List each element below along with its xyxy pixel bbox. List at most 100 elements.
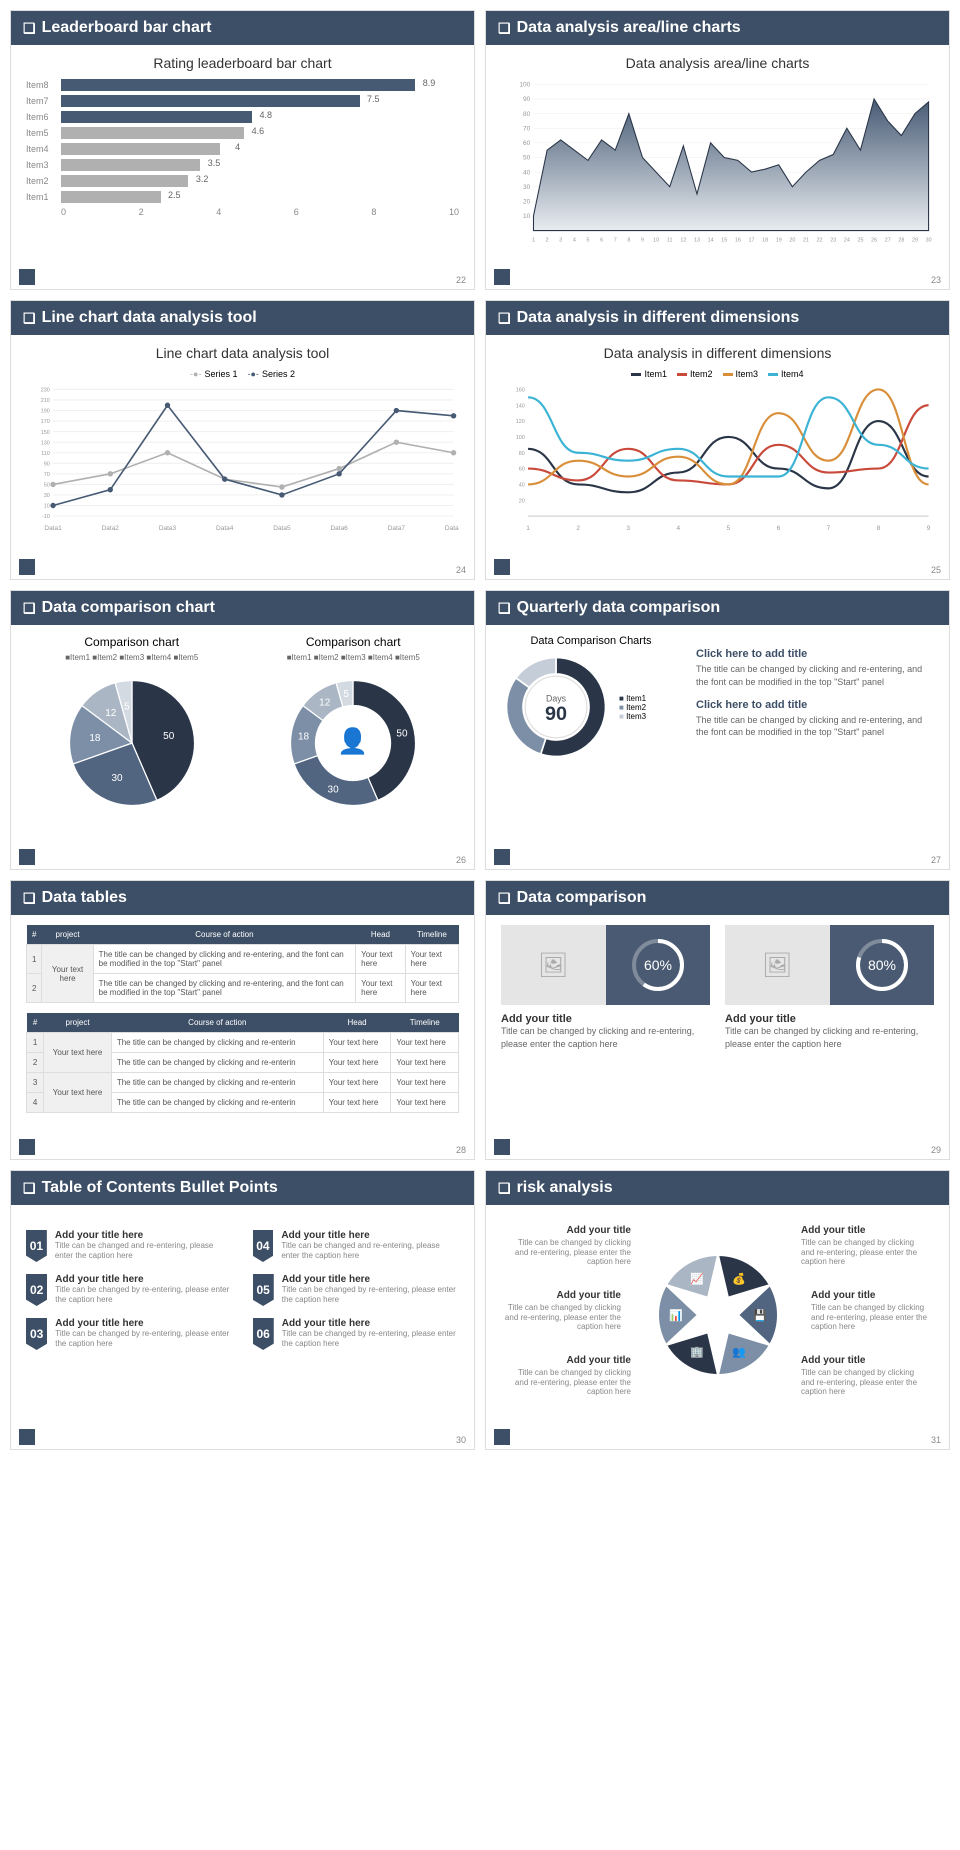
svg-text:7: 7 <box>614 237 617 243</box>
table-cell: Your text here <box>405 974 458 1003</box>
slide-body: #projectCourse of actionHeadTimeline1You… <box>11 915 474 1143</box>
svg-text:20: 20 <box>789 237 795 243</box>
toc-body: Title can be changed and re-entering, pl… <box>281 1241 459 1262</box>
bar-label: Item3 <box>26 160 61 170</box>
toc-body: Title can be changed by re-entering, ple… <box>282 1285 459 1306</box>
svg-text:160: 160 <box>516 388 525 394</box>
svg-text:21: 21 <box>803 237 809 243</box>
quarterly-wrap: Data Comparison ChartsDays90■ Item1■ Ite… <box>501 635 934 762</box>
svg-text:12: 12 <box>319 698 331 709</box>
compare-card: 🖼60%Add your titleTitle can be changed b… <box>501 925 710 1050</box>
logo <box>494 559 510 575</box>
svg-text:4: 4 <box>676 525 680 532</box>
slide-body: Line chart data analysis tool-●-Series 1… <box>11 335 474 563</box>
bar-row: Item23.2 <box>26 175 459 187</box>
chart-title: Data analysis in different dimensions <box>501 345 934 361</box>
page-number: 25 <box>931 565 941 575</box>
legend-label: Series 2 <box>262 369 295 379</box>
legend-label: Item1 <box>644 369 667 379</box>
slide-header: Leaderboard bar chart <box>11 11 474 45</box>
bar-label: Item6 <box>26 112 61 122</box>
percent-circle: 60% <box>606 925 711 1005</box>
svg-text:170: 170 <box>41 419 50 425</box>
svg-text:8: 8 <box>627 237 630 243</box>
legend-item: ■ Item2 <box>619 703 646 712</box>
slide: Quarterly data comparisonData Comparison… <box>485 590 950 870</box>
table-cell: The title can be changed by clicking and… <box>93 945 355 974</box>
donut-chart: Days90 <box>501 652 611 762</box>
bar-value: 8.9 <box>423 78 436 88</box>
svg-text:2: 2 <box>546 237 549 243</box>
x-axis: 0246810 <box>61 207 459 217</box>
svg-text:12: 12 <box>680 237 686 243</box>
legend-item: ■ Item3 <box>619 712 646 721</box>
slide-body: 01Add your title hereTitle can be change… <box>11 1205 474 1433</box>
table-header: # <box>27 1013 44 1033</box>
svg-text:90: 90 <box>545 703 567 725</box>
toc-body: Title can be changed by re-entering, ple… <box>282 1329 459 1350</box>
logo <box>494 849 510 865</box>
donut-legend: ■ Item1■ Item2■ Item3 <box>619 694 646 721</box>
slide-header: Table of Contents Bullet Points <box>11 1171 474 1205</box>
table-cell: Your text here <box>391 1033 459 1053</box>
bar-row: Item88.9 <box>26 79 459 91</box>
svg-text:🏢: 🏢 <box>690 1346 704 1358</box>
page-number: 28 <box>456 1145 466 1155</box>
legend-item: -●-Series 2 <box>248 369 295 379</box>
svg-text:20: 20 <box>523 198 531 205</box>
risk-title: Add your title <box>801 1355 921 1366</box>
slide-body: Data Comparison ChartsDays90■ Item1■ Ite… <box>486 625 949 853</box>
svg-text:13: 13 <box>694 237 700 243</box>
table-header: Course of action <box>111 1013 323 1033</box>
legend-label: Item2 <box>690 369 713 379</box>
svg-text:210: 210 <box>41 398 50 404</box>
block-body: The title can be changed by clicking and… <box>696 714 934 739</box>
table-cell: Your text here <box>391 1053 459 1073</box>
legend-marker: -●- <box>248 369 259 379</box>
toc-badge: 06 <box>253 1318 274 1350</box>
toc-title: Add your title here <box>55 1318 232 1329</box>
svg-text:6: 6 <box>777 525 781 532</box>
svg-text:25: 25 <box>857 237 863 243</box>
table-cell: Your text here <box>44 1073 112 1113</box>
legend: -●-Series 1-●-Series 2 <box>26 369 459 379</box>
table-cell: Your text here <box>356 945 406 974</box>
legend-item: ■ Item1 <box>619 694 646 703</box>
table-row: 1Your text hereThe title can be changed … <box>27 945 459 974</box>
bar-row: Item64.8 <box>26 111 459 123</box>
svg-text:17: 17 <box>748 237 754 243</box>
svg-text:90: 90 <box>523 96 531 103</box>
bar-value: 4 <box>235 142 240 152</box>
tick: 8 <box>371 207 376 217</box>
page-number: 22 <box>456 275 466 285</box>
bar-row: Item54.6 <box>26 127 459 139</box>
table-cell: Your text here <box>323 1033 391 1053</box>
pie-legend: ■Item1 ■Item2 ■Item3 ■Item4 ■Item5 <box>26 653 238 662</box>
multiline-chart: 20406080100120140160123456789 <box>501 384 934 536</box>
slide: Data comparison chartComparison chart■It… <box>10 590 475 870</box>
pie-row: Comparison chart■Item1 ■Item2 ■Item3 ■It… <box>26 635 459 823</box>
svg-text:80%: 80% <box>868 957 896 973</box>
risk-body: Title can be changed by clicking and re-… <box>801 1238 921 1267</box>
svg-text:15: 15 <box>721 237 727 243</box>
risk-label: Add your titleTitle can be changed by cl… <box>801 1225 921 1267</box>
card-body: Title can be changed by clicking and re-… <box>725 1025 934 1050</box>
risk-body: Title can be changed by clicking and re-… <box>511 1238 631 1267</box>
donut-row: Days90 ■ Item1■ Item2■ Item3 <box>501 652 681 762</box>
toc-item: 05Add your title hereTitle can be change… <box>253 1274 460 1306</box>
bar-row: Item77.5 <box>26 95 459 107</box>
aperture-chart: 💰💾👥🏢📊📈 <box>648 1245 788 1385</box>
toc-text: Add your title hereTitle can be changed … <box>55 1318 232 1350</box>
bar-fill: 3.5 <box>61 159 200 171</box>
toc-item: 02Add your title hereTitle can be change… <box>26 1274 233 1306</box>
svg-text:230: 230 <box>41 388 50 394</box>
svg-text:3: 3 <box>626 525 630 532</box>
toc-badge: 01 <box>26 1230 47 1262</box>
data-table: #projectCourse of actionHeadTimeline1You… <box>26 925 459 1003</box>
toc-text: Add your title hereTitle can be changed … <box>281 1230 459 1262</box>
svg-text:5: 5 <box>124 702 130 713</box>
svg-text:30: 30 <box>44 493 50 499</box>
svg-text:130: 130 <box>41 440 50 446</box>
toc-item: 04Add your title hereTitle can be change… <box>253 1230 460 1262</box>
bar-track: 2.5 <box>61 191 459 203</box>
